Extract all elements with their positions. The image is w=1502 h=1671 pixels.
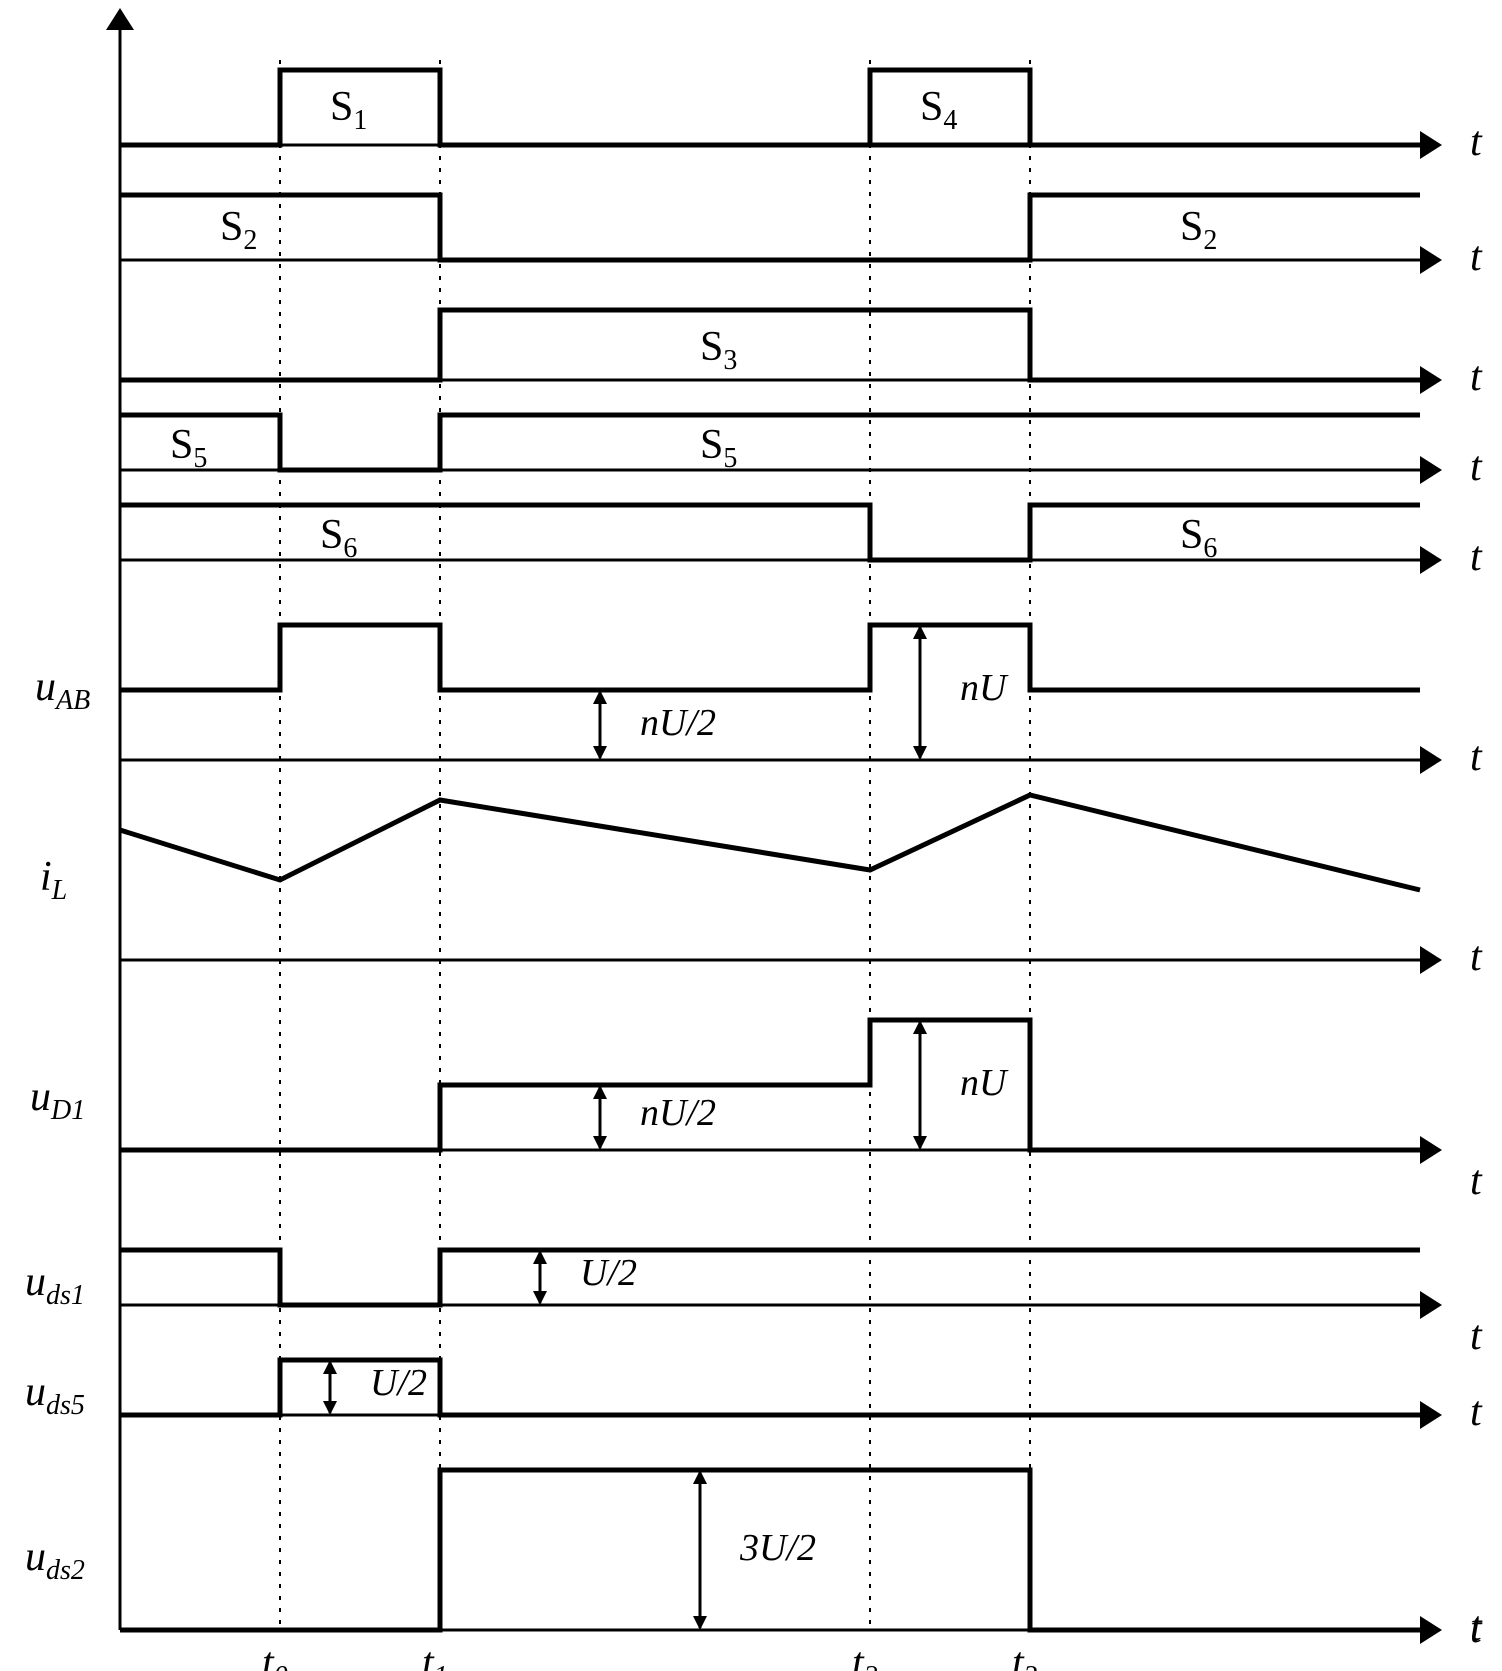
axis-label-t: t — [1470, 734, 1483, 780]
axis-label-t: t — [1470, 444, 1483, 490]
axis-label-t: t — [1470, 1313, 1483, 1359]
dimension-label: nU/2 — [640, 702, 716, 744]
axis-label-t: t — [1470, 934, 1483, 980]
axis-label-t: t — [1470, 1158, 1483, 1204]
axis-label-t: t — [1470, 534, 1483, 580]
axis-label-t: t — [1470, 354, 1483, 400]
dimension-label: U/2 — [370, 1362, 427, 1404]
dimension-label: nU — [960, 1062, 1009, 1104]
timing-diagram: tS1S4tS2S2tS3tS5S5tS6S6tuABnU/2nUtiLtuD1… — [0, 0, 1502, 1671]
axis-label-t: t — [1470, 1389, 1483, 1435]
axis-label-t: t — [1470, 234, 1483, 280]
dimension-label: U/2 — [580, 1252, 637, 1294]
dimension-label: 3U/2 — [739, 1527, 816, 1569]
axis-label-t: t — [1470, 119, 1483, 165]
dimension-label: nU/2 — [640, 1092, 716, 1134]
axis-label-t-bottom: t — [1470, 1606, 1483, 1652]
dimension-label: nU — [960, 667, 1009, 709]
